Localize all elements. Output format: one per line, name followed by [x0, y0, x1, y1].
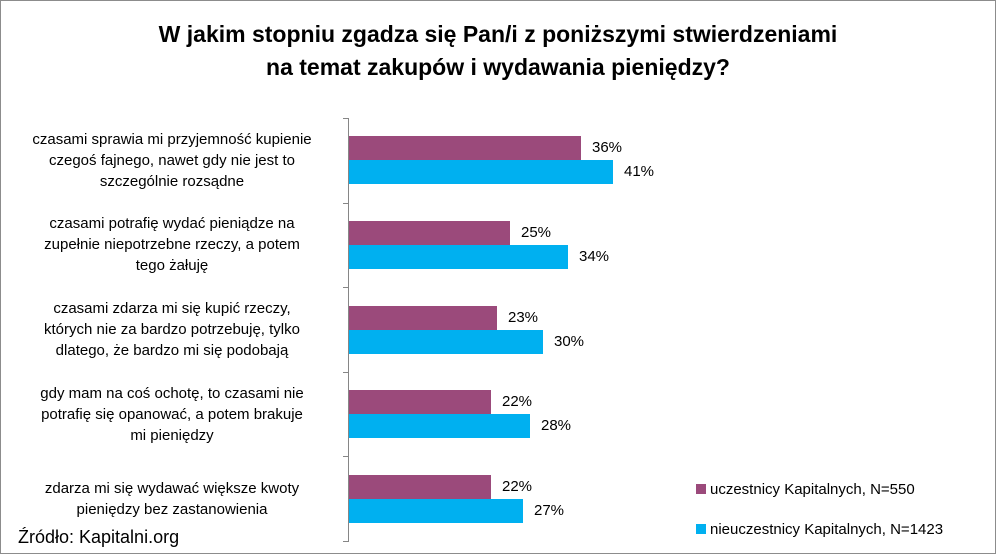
- data-label-series-2: 41%: [624, 163, 655, 180]
- legend-item-series-2: nieuczestnicy Kapitalnych, N=1423: [696, 521, 943, 539]
- data-label-series-2: 34%: [579, 248, 610, 265]
- category-label-line: mi pieniędzy: [130, 427, 214, 444]
- axis-tick: [343, 287, 348, 288]
- category-label-line: dlatego, że bardzo mi się podobają: [55, 342, 289, 359]
- category-label-line: których nie za bardzo potrzebuję, tylko: [44, 321, 300, 338]
- bar-series-1: [349, 475, 491, 499]
- category-label-line: zdarza mi się wydawać większe kwoty: [44, 480, 300, 497]
- axis-tick: [343, 541, 348, 542]
- legend-swatch-series-1: [696, 484, 706, 494]
- category-label-line: tego żałuję: [135, 257, 209, 274]
- category-label-line: czasami potrafię wydać pieniądze na: [49, 215, 295, 232]
- category-label: czasami sprawia mi przyjemność kupienie c…: [6, 129, 338, 192]
- source-note: Źródło: Kapitalni.org: [18, 527, 180, 547]
- category-label-line: szczególnie rozsądne: [99, 173, 245, 190]
- chart-title-line-2: na temat zakupów i wydawania pieniędzy?: [266, 54, 730, 80]
- category-label-line: czegoś fajnego, nawet gdy nie jest to: [49, 152, 295, 169]
- bar-series-2: [349, 330, 543, 354]
- category-label-line: potrafię się opanować, a potem brakuje: [41, 406, 303, 423]
- legend-item-series-1: uczestnicy Kapitalnych, N=550: [696, 481, 915, 499]
- category-label-line: czasami sprawia mi przyjemność kupienie: [32, 131, 312, 148]
- axis-tick: [343, 456, 348, 457]
- category-label: czasami zdarza mi się kupić rzeczy, który…: [6, 298, 338, 361]
- data-label-series-1: 36%: [592, 139, 623, 156]
- bar-series-1: [349, 390, 491, 414]
- category-label-line: gdy mam na coś ochotę, to czasami nie: [40, 385, 304, 402]
- bar-series-2: [349, 160, 613, 184]
- category-label-line: pieniędzy bez zastanowienia: [76, 501, 268, 518]
- legend-label-series-2: nieuczestnicy Kapitalnych, N=1423: [710, 521, 944, 538]
- category-label: gdy mam na coś ochotę, to czasami nie pot…: [6, 383, 338, 446]
- data-label-series-1: 22%: [502, 478, 533, 495]
- bar-series-2: [349, 245, 568, 269]
- category-axis: [348, 118, 349, 542]
- axis-tick: [343, 372, 348, 373]
- category-label-line: czasami zdarza mi się kupić rzeczy,: [53, 300, 291, 317]
- chart-title: W jakim stopniu zgadza się Pan/i z poniż…: [0, 18, 996, 84]
- axis-tick: [343, 118, 348, 119]
- bar-series-1: [349, 221, 510, 245]
- bar-series-1: [349, 136, 581, 160]
- data-label-series-2: 27%: [534, 502, 565, 519]
- legend-swatch-series-2: [696, 524, 706, 534]
- category-label-line: zupełnie niepotrzebne rzeczy, a potem: [44, 236, 300, 253]
- category-label: czasami potrafię wydać pieniądze na zupeł…: [6, 213, 338, 276]
- chart-title-line-1: W jakim stopniu zgadza się Pan/i z poniż…: [158, 21, 838, 47]
- bar-series-1: [349, 306, 497, 330]
- axis-tick: [343, 203, 348, 204]
- category-label: zdarza mi się wydawać większe kwoty pieni…: [6, 478, 338, 520]
- data-label-series-2: 28%: [541, 417, 572, 434]
- bar-series-2: [349, 414, 530, 438]
- data-label-series-1: 23%: [508, 309, 539, 326]
- data-label-series-1: 25%: [521, 224, 552, 241]
- legend-label-series-1: uczestnicy Kapitalnych, N=550: [710, 481, 915, 498]
- data-label-series-2: 30%: [554, 333, 585, 350]
- bar-series-2: [349, 499, 523, 523]
- data-label-series-1: 22%: [502, 393, 533, 410]
